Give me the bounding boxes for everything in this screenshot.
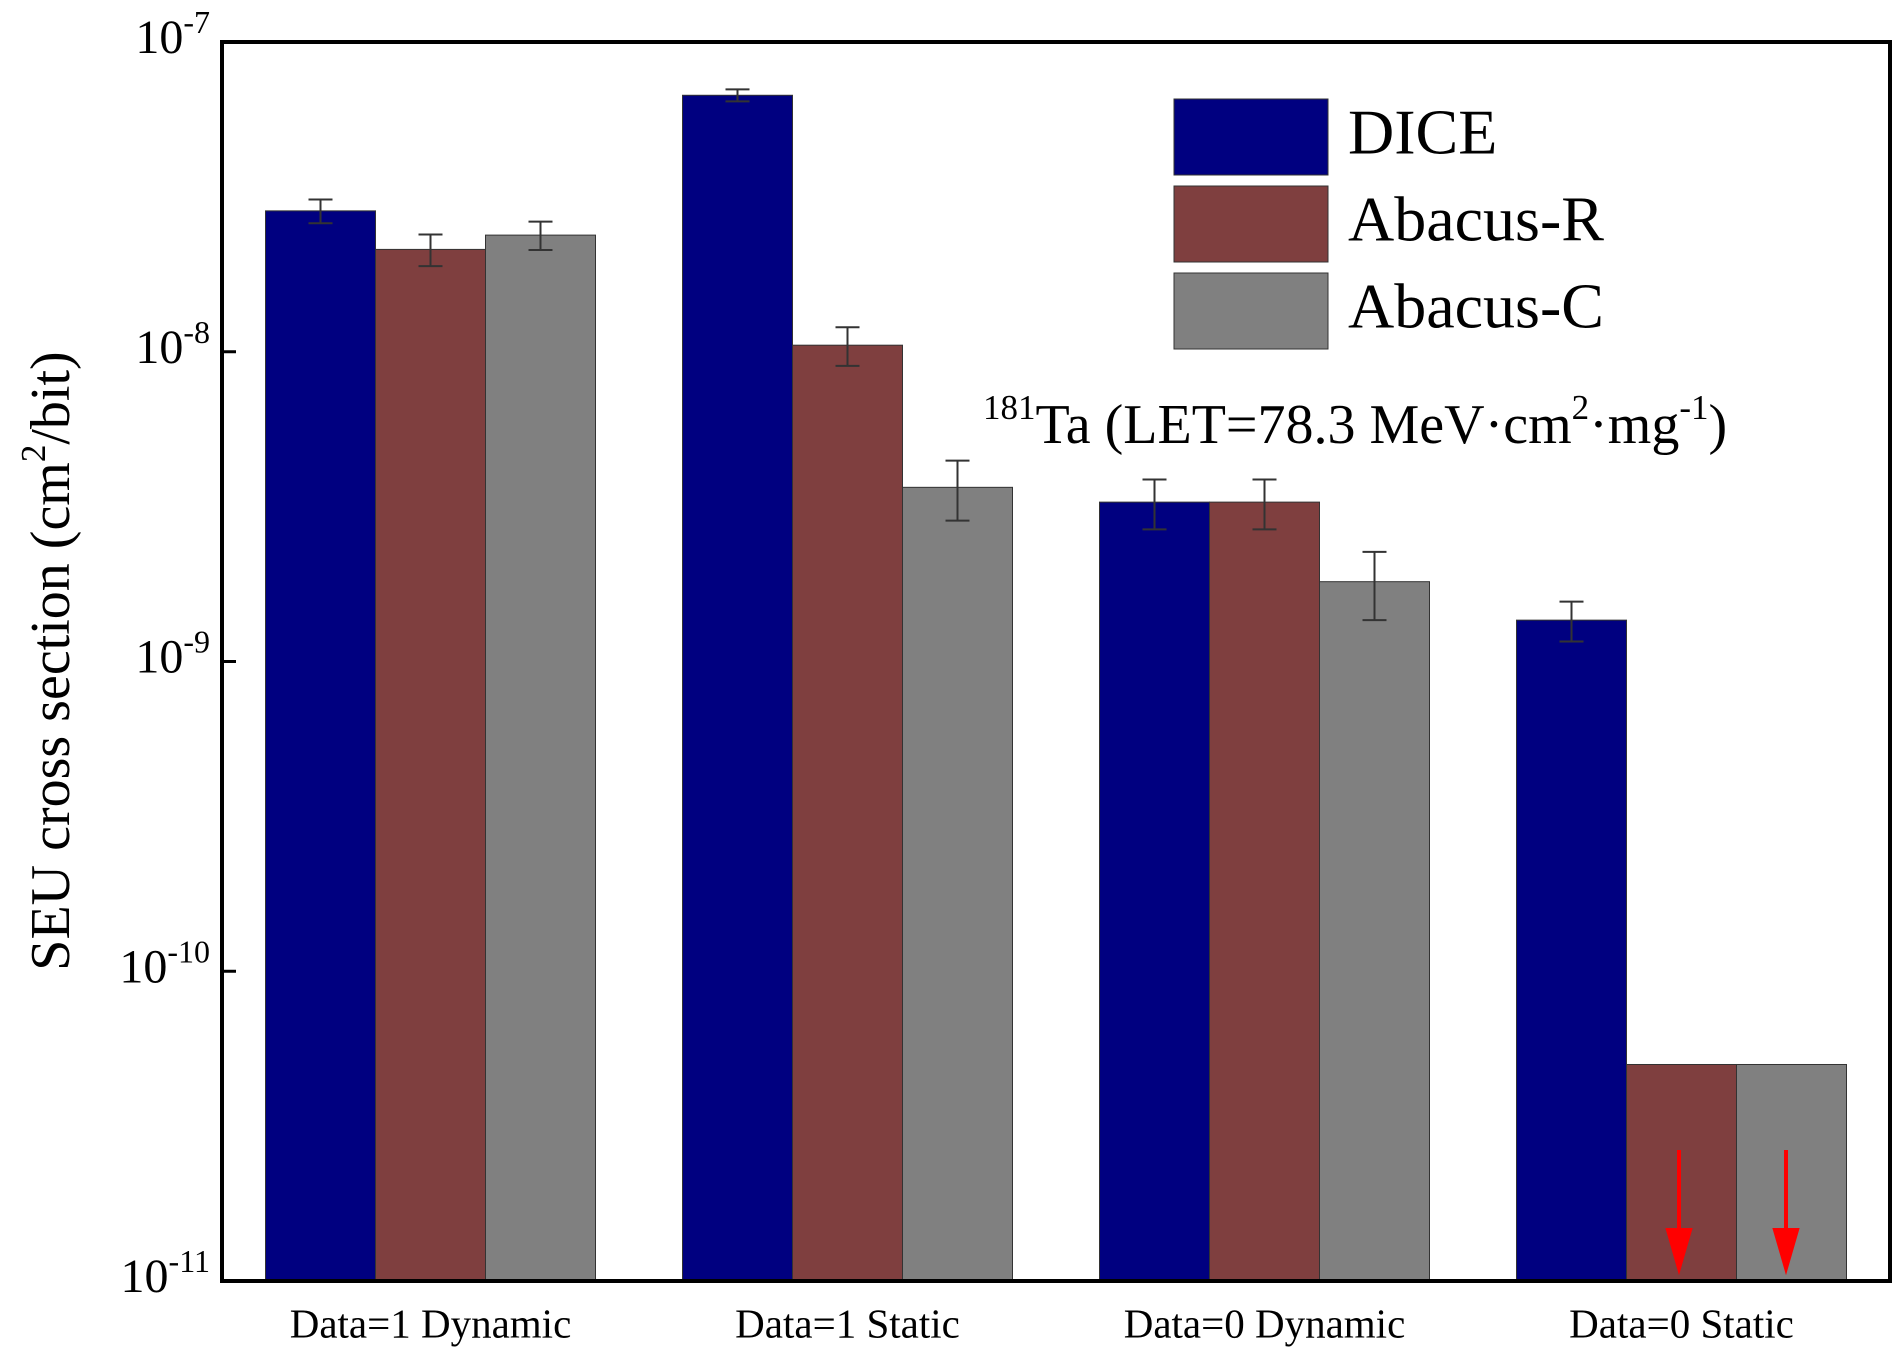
error-bar (1252, 478, 1277, 531)
y-tick-label: 10-11 (121, 1243, 210, 1303)
x-tick-label: Data=1 Static (735, 1300, 960, 1346)
y-tick-label: 10-8 (135, 314, 210, 374)
bar (792, 344, 903, 1282)
annotation-part: ·mg (1589, 394, 1679, 456)
arrow-head (1665, 1228, 1693, 1276)
y-tick-label: 10-7 (135, 4, 210, 64)
x-tick-label: Data=0 Dynamic (1124, 1300, 1406, 1346)
arrow-head (1772, 1228, 1800, 1276)
error-bar (1362, 550, 1387, 622)
error-bar (835, 326, 860, 367)
legend-label: Abacus-R (1348, 184, 1604, 255)
upper-limit-arrows (1665, 1150, 1800, 1276)
legend-label: Abacus-C (1348, 271, 1604, 342)
bar (1099, 501, 1210, 1282)
legend-swatch (1173, 98, 1329, 176)
x-tick-label: Data=1 Dynamic (290, 1300, 572, 1346)
annotation-part: Ta (LET=78.3 MeV·cm (1036, 394, 1572, 456)
bar (485, 234, 596, 1282)
error-bar (1559, 600, 1584, 643)
error-bar (1142, 478, 1167, 531)
y-axis-label-part: 2 (14, 445, 53, 463)
annotation-part: ) (1709, 394, 1728, 456)
annotation: 181Ta (LET=78.3 MeV·cm2·mg-1) (983, 388, 1727, 456)
error-bar (418, 233, 443, 268)
annotation-part: -1 (1679, 388, 1708, 427)
error-bar (308, 198, 333, 225)
error-bar (528, 220, 553, 252)
y-axis-label-part: /bit) (20, 351, 82, 444)
plot: 10-11 10-10 10-9 10-8 10-7 Data=1 Dynamic Data… (14, 4, 1892, 1346)
bar (1319, 581, 1430, 1282)
y-tick-label: 10-10 (119, 934, 210, 994)
error-bar (725, 88, 750, 103)
y-axis-label-part: SEU cross section (cm (20, 462, 82, 971)
legend-label: DICE (1348, 97, 1497, 168)
annotation-part: 2 (1572, 388, 1590, 427)
bar (682, 94, 793, 1282)
error-bar (945, 459, 970, 522)
legend-swatch (1173, 272, 1329, 350)
bar (1516, 619, 1627, 1282)
annotation-part: 181 (983, 388, 1036, 427)
y-tick-label: 10-9 (135, 624, 210, 684)
x-tick-label: Data=0 Static (1569, 1300, 1794, 1346)
y-axis-label: SEU cross section (cm2/bit) (14, 351, 82, 970)
bar (902, 486, 1013, 1282)
bar (265, 210, 376, 1282)
legend-swatch (1173, 185, 1329, 263)
bar (375, 248, 486, 1282)
bar (1209, 501, 1320, 1282)
